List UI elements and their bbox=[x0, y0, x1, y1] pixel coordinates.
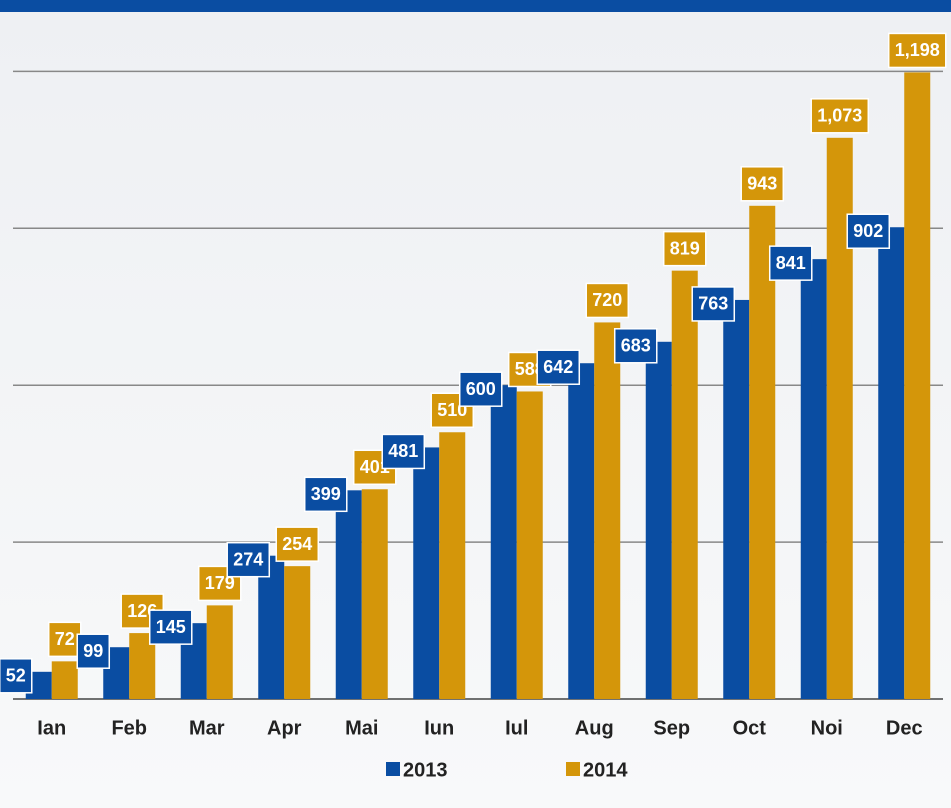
data-label-box bbox=[226, 541, 271, 578]
bar bbox=[749, 205, 776, 700]
data-label-box bbox=[148, 609, 193, 645]
x-tick-label: Noi bbox=[811, 717, 843, 739]
data-label-box bbox=[691, 286, 736, 322]
x-tick-label: Feb bbox=[111, 717, 147, 739]
x-tick-label: Apr bbox=[267, 717, 302, 739]
legend-swatch bbox=[386, 762, 400, 776]
bar bbox=[671, 270, 698, 699]
data-label: 902 bbox=[853, 221, 883, 241]
data-label: 1,073 bbox=[817, 106, 862, 126]
data-label-box bbox=[458, 371, 503, 407]
header-bar bbox=[0, 0, 951, 12]
data-label-box bbox=[76, 633, 111, 669]
x-tick-label: Ian bbox=[37, 717, 66, 739]
data-label: 399 bbox=[311, 484, 341, 504]
data-label: 179 bbox=[205, 573, 235, 593]
bar bbox=[51, 661, 78, 699]
data-label-box bbox=[810, 98, 870, 134]
x-tick-label: Iul bbox=[505, 717, 528, 739]
data-label: 763 bbox=[698, 294, 728, 314]
data-label: 481 bbox=[388, 441, 418, 461]
bar bbox=[594, 322, 621, 699]
data-label-box bbox=[662, 230, 707, 267]
legend-swatch bbox=[566, 762, 580, 776]
bar bbox=[723, 299, 750, 699]
data-label-box bbox=[275, 526, 320, 562]
x-tick-label: Mar bbox=[189, 717, 225, 739]
x-tick-label: Mai bbox=[345, 717, 378, 739]
data-label-box bbox=[887, 32, 947, 69]
bar bbox=[439, 432, 466, 699]
bar bbox=[878, 227, 905, 699]
data-label: 720 bbox=[592, 290, 622, 310]
bar bbox=[800, 259, 827, 699]
data-label-box bbox=[768, 245, 813, 281]
x-tick-label: Aug bbox=[575, 717, 614, 739]
data-label: 600 bbox=[466, 379, 496, 399]
data-label-box bbox=[381, 433, 426, 470]
data-label: 1,198 bbox=[895, 40, 940, 60]
data-label-box bbox=[846, 213, 891, 249]
data-label: 274 bbox=[233, 549, 263, 569]
data-label-box bbox=[613, 328, 658, 364]
bar bbox=[904, 72, 931, 699]
bar bbox=[206, 605, 233, 699]
legend-label: 2014 bbox=[583, 759, 628, 781]
data-label: 99 bbox=[83, 641, 103, 661]
data-label: 145 bbox=[156, 617, 186, 637]
data-label: 254 bbox=[282, 534, 312, 554]
bar bbox=[516, 391, 543, 699]
bar bbox=[568, 363, 595, 699]
bar bbox=[258, 555, 285, 699]
data-label-box bbox=[536, 349, 581, 385]
data-label: 943 bbox=[747, 174, 777, 194]
bar bbox=[361, 489, 388, 699]
data-label: 683 bbox=[621, 336, 651, 356]
bar bbox=[284, 566, 311, 699]
data-label-box bbox=[303, 476, 348, 513]
data-label-box bbox=[585, 282, 630, 319]
x-tick-label: Oct bbox=[733, 717, 767, 739]
x-tick-label: Sep bbox=[653, 717, 690, 739]
x-tick-label: Iun bbox=[424, 717, 454, 739]
data-label: 841 bbox=[776, 253, 806, 273]
x-tick-label: Dec bbox=[886, 717, 923, 739]
bar bbox=[335, 490, 362, 699]
data-label: 642 bbox=[543, 357, 573, 377]
data-label-box bbox=[740, 166, 785, 202]
bar bbox=[490, 385, 517, 699]
bar bbox=[413, 447, 440, 699]
data-label: 52 bbox=[6, 666, 26, 686]
data-label: 819 bbox=[670, 238, 700, 258]
bar bbox=[645, 341, 672, 699]
data-label: 72 bbox=[55, 629, 75, 649]
legend-label: 2013 bbox=[403, 759, 448, 781]
data-label-box bbox=[0, 658, 33, 694]
